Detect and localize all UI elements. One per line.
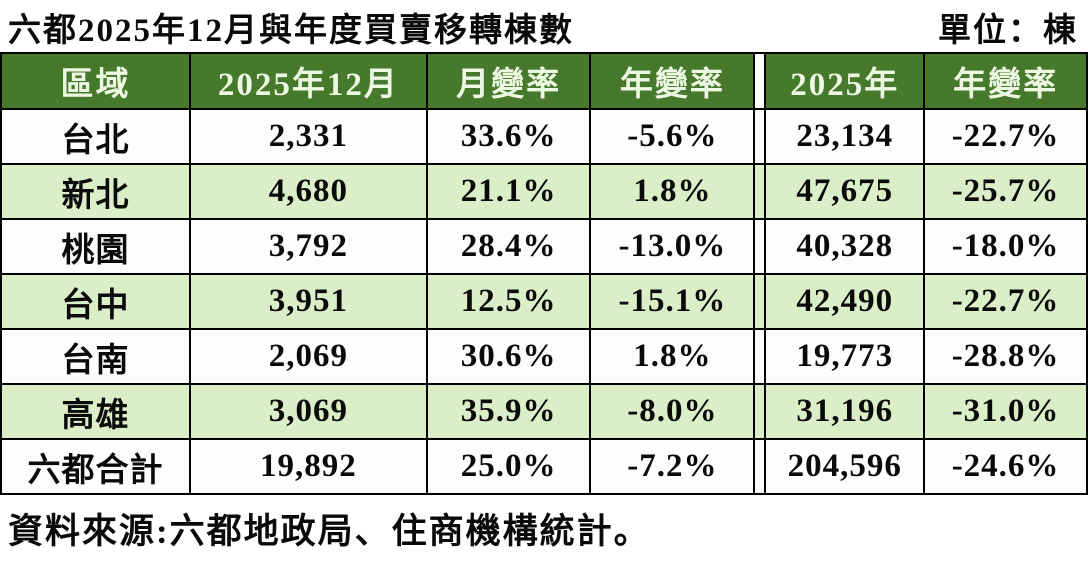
value-cell: -7.2% (589, 438, 756, 495)
column-header-4: 2025年 (764, 52, 926, 110)
column-header-3: 年變率 (589, 52, 756, 110)
region-cell: 台中 (0, 273, 192, 330)
value-cell: 21.1% (425, 163, 592, 220)
value-cell: 35.9% (425, 383, 592, 440)
value-cell: -13.0% (589, 218, 756, 275)
value-cell: -22.7% (923, 273, 1088, 330)
value-cell: 204,596 (764, 438, 926, 495)
table-row: 桃園 3,792 28.4% -13.0% 40,328 -18.0% (0, 218, 1088, 275)
value-cell: 3,792 (189, 218, 428, 275)
value-cell: -28.8% (923, 328, 1088, 385)
value-cell: 25.0% (425, 438, 592, 495)
column-group-divider (753, 328, 767, 385)
value-cell: 31,196 (764, 383, 926, 440)
region-cell: 台南 (0, 328, 192, 385)
region-cell: 高雄 (0, 383, 192, 440)
column-group-divider (753, 273, 767, 330)
value-cell: -5.6% (589, 108, 756, 165)
column-header-0: 區域 (0, 52, 192, 110)
column-group-divider (753, 163, 767, 220)
column-group-divider (753, 52, 767, 110)
column-group-divider (753, 108, 767, 165)
value-cell: 40,328 (764, 218, 926, 275)
value-cell: 28.4% (425, 218, 592, 275)
value-cell: 30.6% (425, 328, 592, 385)
value-cell: 4,680 (189, 163, 428, 220)
transactions-table: 區域 2025年12月 月變率 年變率 2025年 年變率 台北 2,331 33.6% -5.… (0, 52, 1088, 495)
value-cell: 3,951 (189, 273, 428, 330)
value-cell: -22.7% (923, 108, 1088, 165)
value-cell: -15.1% (589, 273, 756, 330)
column-header-1: 2025年12月 (189, 52, 428, 110)
value-cell: 47,675 (764, 163, 926, 220)
value-cell: 1.8% (589, 328, 756, 385)
column-group-divider (753, 438, 767, 495)
table-row: 高雄 3,069 35.9% -8.0% 31,196 -31.0% (0, 383, 1088, 440)
value-cell: 2,331 (189, 108, 428, 165)
value-cell: 1.8% (589, 163, 756, 220)
unit-label: 單位：棟 (938, 13, 1078, 49)
region-cell: 桃園 (0, 218, 192, 275)
column-group-divider (753, 218, 767, 275)
value-cell: -8.0% (589, 383, 756, 440)
table-row: 台南 2,069 30.6% 1.8% 19,773 -28.8% (0, 328, 1088, 385)
column-group-divider (753, 383, 767, 440)
table-header-row: 區域 2025年12月 月變率 年變率 2025年 年變率 (0, 52, 1088, 110)
value-cell: -18.0% (923, 218, 1088, 275)
table-body: 台北 2,331 33.6% -5.6% 23,134 -22.7% 新北 4,680 21.1… (0, 108, 1088, 495)
column-header-2: 月變率 (425, 52, 592, 110)
table-row: 台北 2,331 33.6% -5.6% 23,134 -22.7% (0, 108, 1088, 165)
table-row: 台中 3,951 12.5% -15.1% 42,490 -22.7% (0, 273, 1088, 330)
value-cell: 3,069 (189, 383, 428, 440)
value-cell: 42,490 (764, 273, 926, 330)
table-row: 新北 4,680 21.1% 1.8% 47,675 -25.7% (0, 163, 1088, 220)
title-bar: 六都2025年12月與年度買賣移轉棟數 單位：棟 (0, 0, 1088, 52)
table-row: 六都合計 19,892 25.0% -7.2% 204,596 -24.6% (0, 438, 1088, 495)
value-cell: -31.0% (923, 383, 1088, 440)
value-cell: 12.5% (425, 273, 592, 330)
page-title: 六都2025年12月與年度買賣移轉棟數 (8, 13, 574, 49)
value-cell: 33.6% (425, 108, 592, 165)
value-cell: -24.6% (923, 438, 1088, 495)
region-cell: 台北 (0, 108, 192, 165)
value-cell: 19,773 (764, 328, 926, 385)
value-cell: 23,134 (764, 108, 926, 165)
region-cell: 新北 (0, 163, 192, 220)
column-header-5: 年變率 (923, 52, 1088, 110)
source-note: 資料來源:六都地政局、住商機構統計。 (8, 512, 651, 551)
region-cell: 六都合計 (0, 438, 192, 495)
value-cell: 19,892 (189, 438, 428, 495)
value-cell: 2,069 (189, 328, 428, 385)
value-cell: -25.7% (923, 163, 1088, 220)
table-head: 區域 2025年12月 月變率 年變率 2025年 年變率 (0, 52, 1088, 110)
